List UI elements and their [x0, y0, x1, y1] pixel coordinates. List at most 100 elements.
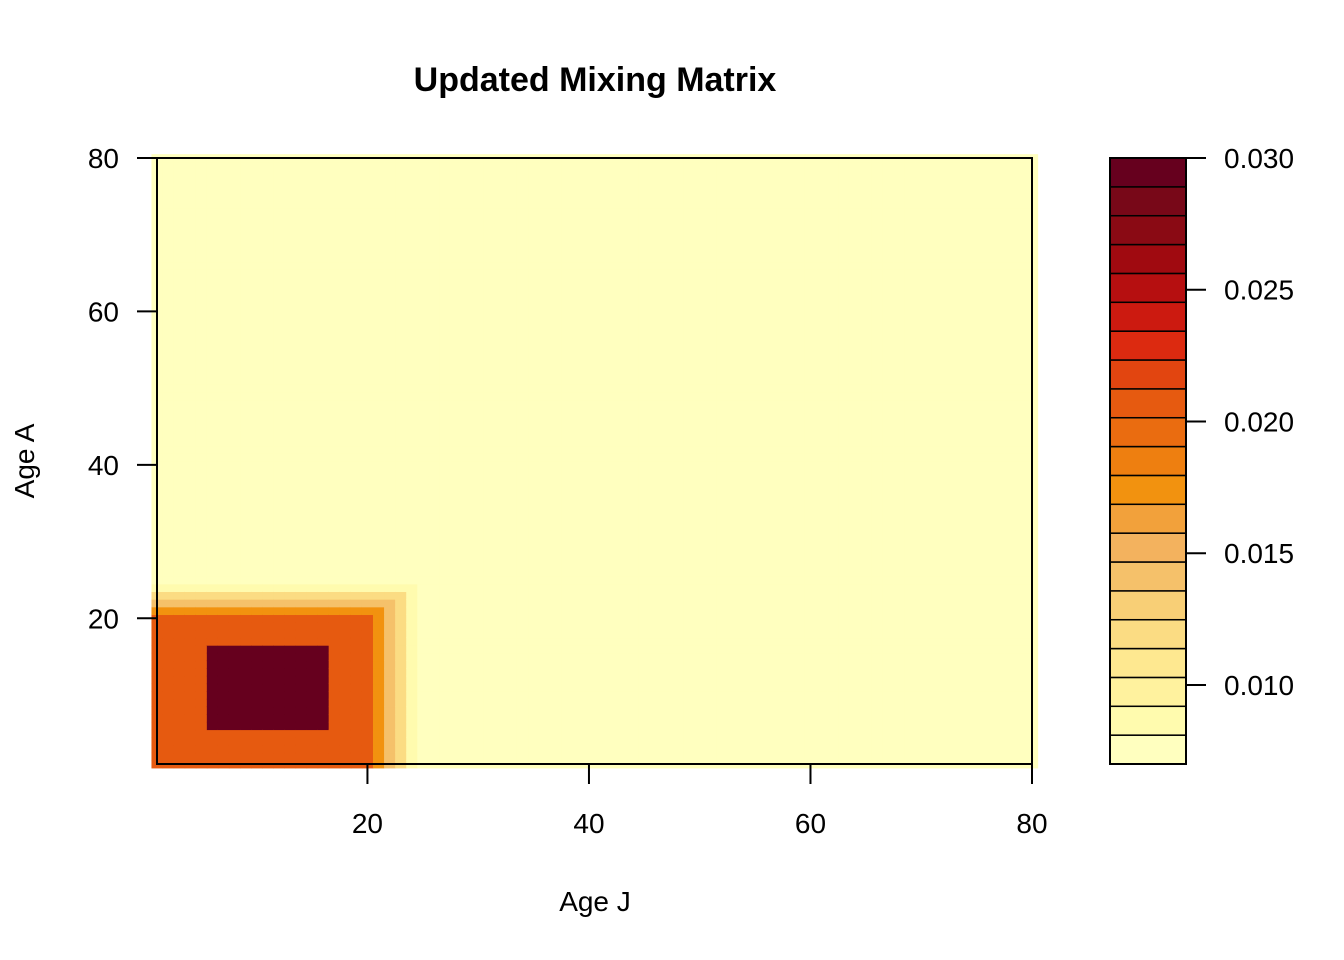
- heatmap-cell: [439, 729, 452, 738]
- heatmap-cell: [672, 353, 684, 362]
- heatmap-cell: [228, 230, 241, 240]
- heatmap-cell: [672, 522, 684, 531]
- heatmap-cell: [605, 706, 618, 715]
- heatmap-cell: [561, 315, 573, 324]
- heatmap-cell: [505, 491, 518, 500]
- heatmap-cell: [284, 223, 297, 232]
- heatmap-cell: [638, 192, 651, 201]
- heatmap-cell: [273, 161, 285, 171]
- heatmap-cell: [162, 322, 175, 332]
- heatmap-cell: [627, 714, 640, 723]
- heatmap-cell: [605, 338, 618, 347]
- heatmap-cell: [395, 622, 407, 631]
- heatmap-cell: [361, 599, 374, 608]
- heatmap-cell: [561, 721, 573, 731]
- heatmap-cell: [206, 537, 219, 546]
- heatmap-cell: [782, 207, 795, 217]
- heatmap-cell: [638, 668, 651, 677]
- heatmap-cell: [372, 530, 385, 539]
- heatmap-cell: [694, 261, 706, 270]
- heatmap-cell: [616, 338, 629, 347]
- heatmap-cell: [450, 307, 463, 316]
- heatmap-cell: [228, 200, 241, 209]
- heatmap-cell: [461, 599, 474, 608]
- heatmap-cell: [262, 177, 274, 186]
- heatmap-cell: [539, 391, 551, 401]
- heatmap-cell: [516, 353, 529, 362]
- heatmap-cell: [217, 507, 230, 516]
- heatmap-cell: [660, 407, 673, 416]
- heatmap-cell: [417, 706, 429, 715]
- heatmap-cell: [616, 560, 629, 569]
- heatmap-cell: [284, 361, 297, 370]
- heatmap-cell: [738, 591, 751, 600]
- heatmap-cell: [605, 445, 618, 454]
- heatmap-cell: [372, 246, 385, 255]
- heatmap-cell: [539, 184, 551, 194]
- heatmap-cell: [350, 200, 363, 209]
- heatmap-cell: [461, 207, 474, 217]
- heatmap-cell: [295, 315, 308, 324]
- heatmap-cell: [760, 614, 773, 623]
- heatmap-cell: [627, 461, 640, 470]
- heatmap-cell: [528, 714, 540, 723]
- heatmap-cell: [240, 576, 252, 585]
- heatmap-cell: [317, 714, 330, 723]
- heatmap-cell: [727, 307, 740, 316]
- heatmap-cell: [660, 391, 673, 401]
- heatmap-cell: [539, 276, 551, 286]
- heatmap-cell: [616, 622, 629, 631]
- heatmap-cell: [716, 737, 729, 746]
- heatmap-cell: [228, 407, 241, 416]
- heatmap-cell: [461, 668, 474, 677]
- heatmap-cell: [782, 315, 795, 324]
- heatmap-cell: [295, 706, 308, 715]
- heatmap-cell: [827, 660, 839, 669]
- heatmap-cell: [539, 430, 551, 439]
- heatmap-cell: [240, 384, 252, 393]
- heatmap-cell: [350, 560, 363, 569]
- heatmap-cell: [428, 714, 441, 723]
- heatmap-cell: [583, 591, 596, 600]
- heatmap-cell: [262, 491, 274, 500]
- heatmap-cell: [494, 683, 507, 692]
- heatmap-cell: [550, 629, 562, 639]
- heatmap-cell: [539, 361, 551, 370]
- heatmap-cell: [539, 253, 551, 263]
- heatmap-cell: [605, 606, 618, 616]
- heatmap-cell: [583, 683, 596, 692]
- heatmap-cell: [660, 729, 673, 738]
- heatmap-cell: [594, 284, 607, 293]
- heatmap-cell: [627, 629, 640, 639]
- heatmap-cell: [439, 292, 452, 301]
- heatmap-cell: [262, 683, 274, 692]
- heatmap-cell: [273, 353, 285, 362]
- heatmap-cell: [793, 161, 806, 171]
- heatmap-cell: [306, 353, 319, 362]
- heatmap-cell: [605, 437, 618, 447]
- heatmap-cell: [284, 315, 297, 324]
- heatmap-cell: [361, 729, 374, 738]
- heatmap-cell: [804, 330, 817, 339]
- heatmap-cell: [306, 345, 319, 355]
- heatmap-cell: [738, 637, 751, 646]
- heatmap-cell: [816, 368, 828, 378]
- heatmap-cell: [439, 184, 452, 194]
- heatmap-cell: [760, 445, 773, 454]
- heatmap-cell: [716, 545, 729, 554]
- heatmap-cell: [162, 652, 175, 662]
- heatmap-cell: [760, 675, 773, 685]
- heatmap-cell: [206, 568, 219, 577]
- heatmap-cell: [793, 430, 806, 439]
- heatmap-cell: [505, 660, 518, 669]
- heatmap-cell: [406, 614, 418, 623]
- heatmap-cell: [162, 714, 175, 723]
- heatmap-cell: [638, 238, 651, 247]
- heatmap-cell: [228, 622, 241, 631]
- heatmap-cell: [738, 292, 751, 301]
- heatmap-cell: [306, 737, 319, 746]
- heatmap-cell: [228, 261, 241, 270]
- heatmap-cell: [284, 345, 297, 355]
- heatmap-cell: [738, 691, 751, 700]
- heatmap-cell: [804, 514, 817, 523]
